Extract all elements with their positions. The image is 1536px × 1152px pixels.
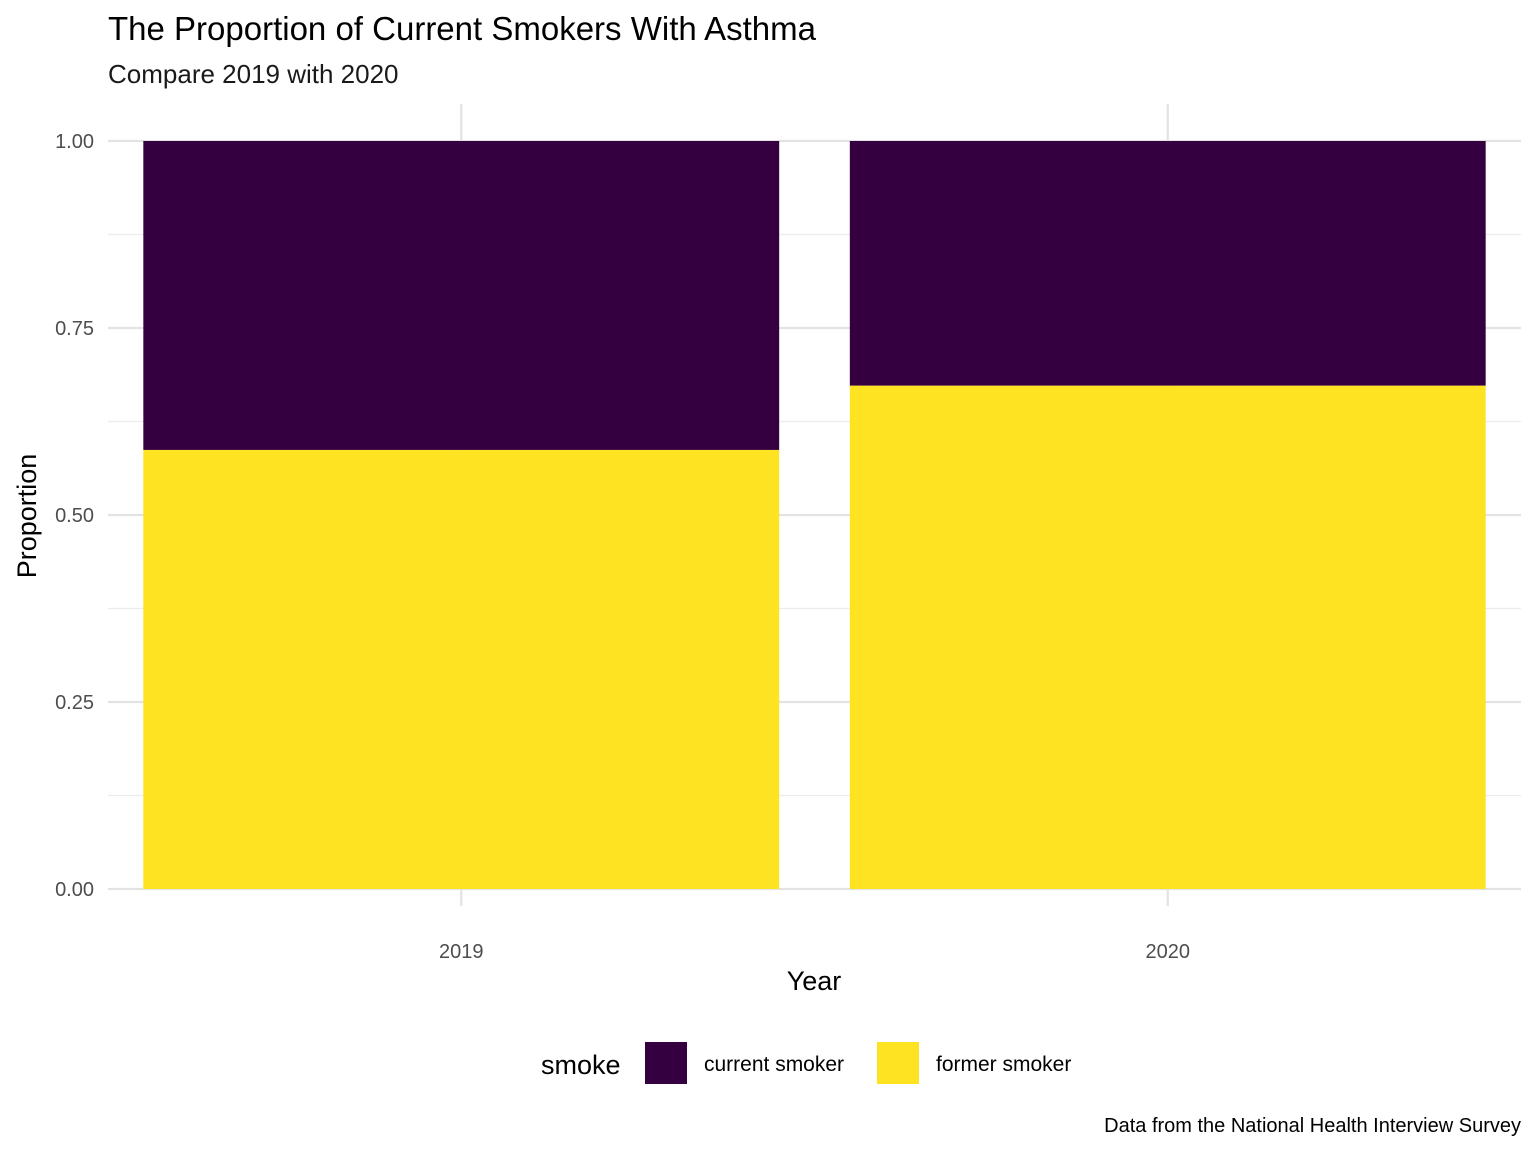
bar-current-smoker-2020 — [849, 141, 1486, 386]
x-axis-title: Year — [787, 966, 842, 996]
legend-key-current-smoker — [645, 1042, 687, 1084]
chart-title: The Proportion of Current Smokers With A… — [108, 10, 817, 47]
chart-caption: Data from the National Health Interview … — [1104, 1115, 1521, 1137]
legend-title: smoke — [541, 1050, 621, 1080]
x-tick-label: 2020 — [1146, 941, 1191, 963]
legend-label: current smoker — [704, 1053, 844, 1076]
y-ticks: 0.00 0.25 0.50 0.75 1.00 — [55, 131, 94, 901]
y-tick-label: 0.75 — [55, 318, 94, 340]
bar-current-smoker-2019 — [143, 141, 780, 450]
legend-label: former smoker — [936, 1053, 1071, 1076]
y-tick-label: 0.25 — [55, 692, 94, 714]
x-ticks: 2019 2020 — [439, 941, 1190, 963]
legend-key-former-smoker — [877, 1042, 919, 1084]
y-tick-label: 0.50 — [55, 505, 94, 527]
y-tick-label: 0.00 — [55, 879, 94, 901]
bar-former-smoker-2020 — [849, 385, 1486, 889]
y-tick-label: 1.00 — [55, 131, 94, 153]
bars — [143, 141, 1486, 889]
bar-former-smoker-2019 — [143, 449, 780, 889]
y-axis-title: Proportion — [12, 454, 42, 579]
chart-subtitle: Compare 2019 with 2020 — [108, 59, 399, 89]
x-tick-label: 2019 — [439, 941, 484, 963]
legend: smoke current smoker former smoker — [541, 1042, 1071, 1084]
